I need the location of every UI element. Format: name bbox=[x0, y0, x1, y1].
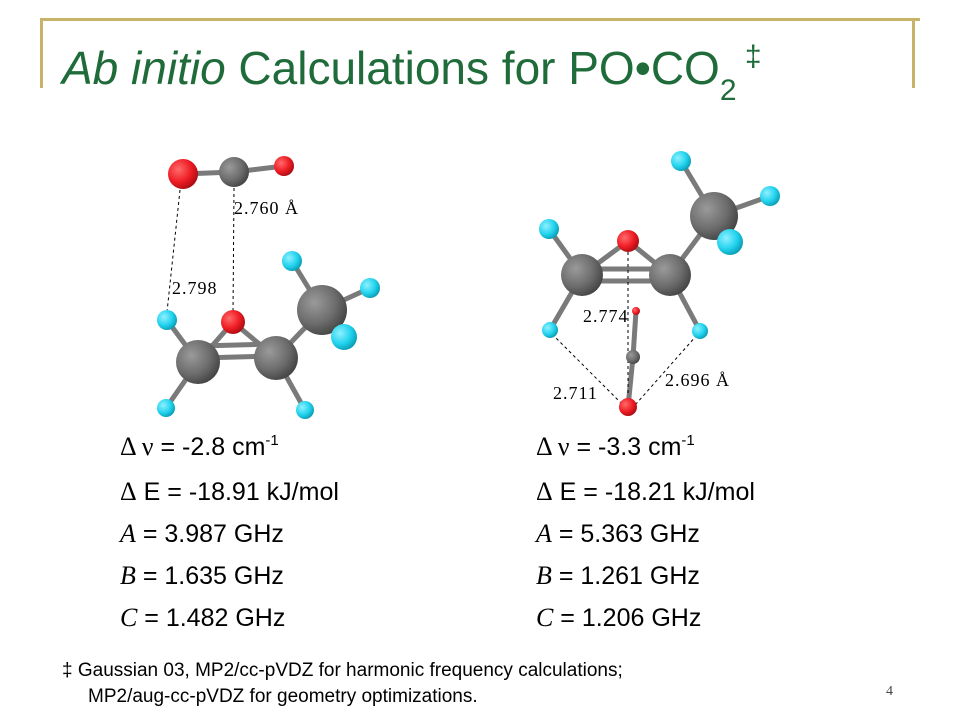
right-stat-a: A = 5.363 GHz bbox=[536, 513, 755, 555]
oxygen-atom bbox=[274, 156, 294, 176]
right-distance-oo: 2.774 bbox=[583, 306, 629, 326]
carbon-atom bbox=[561, 254, 603, 296]
b-symbol: B bbox=[536, 561, 552, 590]
delta-symbol: Δ bbox=[536, 477, 553, 506]
right-stat-de: Δ E = -18.21 kJ/mol bbox=[536, 471, 755, 513]
carbon-atom bbox=[254, 336, 298, 380]
right-distance-h2: 2.696 Å bbox=[665, 370, 730, 390]
footnote-line-1: ‡ Gaussian 03, MP2/cc-pVDZ for harmonic … bbox=[62, 660, 623, 681]
title-superscript: ‡ bbox=[736, 40, 762, 73]
oxygen-atom bbox=[168, 159, 198, 189]
oxygen-atom bbox=[617, 230, 639, 252]
right-stat-c: C = 1.206 GHz bbox=[536, 597, 755, 639]
carbon-atom bbox=[690, 192, 738, 240]
hydrogen-atom bbox=[282, 251, 302, 271]
title-italic: Ab initio bbox=[62, 42, 226, 94]
de-value: E = -18.21 kJ/mol bbox=[552, 478, 755, 506]
left-molecule: 2.760 Å 2.798 bbox=[157, 156, 380, 419]
right-stat-dnu: Δ ν = -3.3 cm-1 bbox=[536, 426, 755, 471]
hydrogen-atom bbox=[692, 323, 708, 339]
left-stats: Δ ν = -2.8 cm-1 Δ E = -18.91 kJ/mol A = … bbox=[120, 426, 339, 639]
b-value: = 1.635 GHz bbox=[135, 562, 284, 590]
b-value: = 1.261 GHz bbox=[551, 562, 700, 590]
a-value: = 5.363 GHz bbox=[551, 520, 700, 548]
right-stats: Δ ν = -3.3 cm-1 Δ E = -18.21 kJ/mol A = … bbox=[536, 426, 755, 639]
title-frame-left bbox=[40, 18, 43, 88]
left-atoms bbox=[157, 156, 380, 419]
left-distance-oo: 2.798 bbox=[172, 278, 218, 298]
delta-nu-symbol: Δ ν bbox=[536, 432, 570, 461]
right-contact-lines bbox=[551, 252, 698, 405]
carbon-atom bbox=[219, 157, 249, 187]
right-atoms bbox=[539, 151, 780, 416]
dnu-exponent: -1 bbox=[681, 432, 695, 449]
title-frame-top bbox=[40, 18, 920, 21]
c-value: = 1.482 GHz bbox=[137, 604, 286, 632]
carbon-atom bbox=[297, 285, 347, 335]
hydrogen-atom bbox=[542, 322, 558, 338]
a-symbol: A bbox=[536, 519, 552, 548]
c-symbol: C bbox=[120, 603, 138, 632]
a-value: = 3.987 GHz bbox=[135, 520, 284, 548]
hydrogen-atom bbox=[760, 186, 780, 206]
de-value: E = -18.91 kJ/mol bbox=[136, 478, 339, 506]
dnu-exponent: -1 bbox=[265, 432, 279, 449]
c-value: = 1.206 GHz bbox=[553, 604, 702, 632]
hydrogen-atom bbox=[157, 310, 177, 330]
hydrogen-atom bbox=[296, 401, 314, 419]
left-stat-a: A = 3.987 GHz bbox=[120, 513, 339, 555]
dnu-value: = -2.8 cm bbox=[153, 433, 266, 461]
slide-title: Ab initio Calculations for PO•CO2 ‡ bbox=[62, 40, 762, 107]
title-subscript: 2 bbox=[719, 74, 737, 107]
hydrogen-atom bbox=[331, 324, 357, 350]
a-symbol: A bbox=[120, 519, 136, 548]
oxygen-atom bbox=[632, 307, 640, 315]
dnu-value: = -3.3 cm bbox=[569, 433, 682, 461]
hydrogen-atom bbox=[717, 229, 743, 255]
left-stat-de: Δ E = -18.91 kJ/mol bbox=[120, 471, 339, 513]
carbon-atom bbox=[649, 254, 691, 296]
right-molecule: 2.774 2.696 Å 2.711 bbox=[539, 151, 780, 416]
left-stat-c: C = 1.482 GHz bbox=[120, 597, 339, 639]
b-symbol: B bbox=[120, 561, 136, 590]
footnote: ‡ Gaussian 03, MP2/cc-pVDZ for harmonic … bbox=[62, 658, 623, 710]
left-stat-b: B = 1.635 GHz bbox=[120, 555, 339, 597]
delta-nu-symbol: Δ ν bbox=[120, 432, 154, 461]
delta-symbol: Δ bbox=[120, 477, 137, 506]
page-number: 4 bbox=[886, 684, 893, 699]
left-contact-lines bbox=[166, 187, 235, 315]
carbon-atom bbox=[176, 340, 220, 384]
footnote-line-2: MP2/aug-cc-pVDZ for geometry optimizatio… bbox=[88, 686, 478, 707]
left-distance-co: 2.760 Å bbox=[234, 198, 299, 218]
title-main: Calculations for PO•CO bbox=[225, 42, 720, 94]
c-symbol: C bbox=[536, 603, 554, 632]
right-stat-b: B = 1.261 GHz bbox=[536, 555, 755, 597]
hydrogen-atom bbox=[360, 278, 380, 298]
title-frame-right bbox=[912, 18, 915, 88]
left-stat-dnu: Δ ν = -2.8 cm-1 bbox=[120, 426, 339, 471]
oxygen-atom bbox=[221, 310, 245, 334]
oxygen-atom bbox=[619, 398, 637, 416]
right-distance-h1: 2.711 bbox=[553, 383, 598, 403]
hydrogen-atom bbox=[671, 151, 691, 171]
hydrogen-atom bbox=[539, 219, 559, 239]
carbon-atom bbox=[626, 350, 640, 364]
hydrogen-atom bbox=[157, 399, 175, 417]
